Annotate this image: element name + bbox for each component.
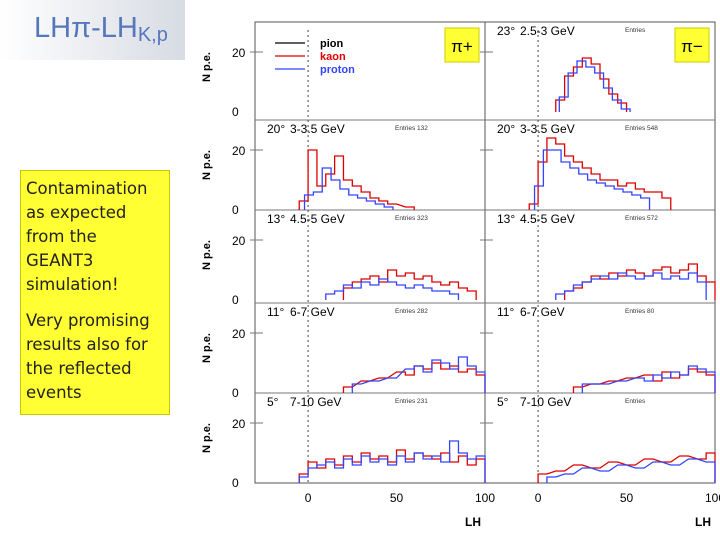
note-line: results also for — [26, 335, 148, 354]
y-tick-label: 20 — [232, 46, 246, 60]
x-axis-label: LH — [695, 515, 711, 529]
x-tick-label: 50 — [390, 491, 404, 505]
panel-energy-range: 6-7 GeV — [290, 305, 335, 319]
title-subscript: K,p — [137, 24, 168, 46]
note-line: as expected — [26, 203, 127, 222]
panel-stats: Entries 548 — [625, 125, 658, 132]
y-tick-label: 20 — [232, 417, 246, 431]
note-line: Very promising — [26, 311, 150, 330]
proton-histogram — [325, 278, 460, 300]
column-label: π− — [681, 37, 703, 56]
panel-stats: Entries — [625, 27, 646, 34]
kaon-histogram — [342, 362, 486, 393]
x-tick-label: 50 — [620, 491, 634, 505]
proton-histogram — [303, 167, 394, 210]
panel-angle: 20° — [267, 122, 285, 136]
note-paragraph-2: Very promising results also for the refl… — [26, 309, 169, 405]
x-tick-label: 100 — [705, 491, 720, 505]
panel-angle: 13° — [497, 212, 515, 226]
panel-energy-range: 7-10 GeV — [290, 395, 341, 409]
title-main: LHπ-LH — [34, 12, 138, 44]
panel-angle: 13° — [267, 212, 285, 226]
y-tick-label: 20 — [232, 327, 246, 341]
column-label-box — [674, 27, 710, 63]
kaon-histogram — [298, 149, 415, 210]
panel-energy-range: 4.5-5 GeV — [290, 212, 345, 226]
proton-histogram — [351, 356, 486, 393]
panel-stats: Entries 231 — [395, 398, 428, 405]
panel-stats: Entries 282 — [395, 308, 428, 315]
panel-stats: Entries 323 — [395, 215, 428, 222]
panel-energy-range: 6-7 GeV — [520, 305, 565, 319]
y-axis-label: N p.e. — [201, 240, 213, 270]
panel-stats: Entries 132 — [395, 125, 428, 132]
note-box: Contamination as expected from the GEANT… — [20, 170, 170, 415]
y-tick-label: 20 — [232, 144, 246, 158]
column-frame — [254, 21, 486, 484]
panel-energy-range: 3-3.5 GeV — [520, 122, 575, 136]
y-axis-label: N p.e. — [201, 150, 213, 180]
note-paragraph-1: Contamination as expected from the GEANT… — [26, 177, 169, 297]
legend-label-pion: pion — [320, 38, 343, 50]
y-tick-label: 0 — [232, 476, 239, 490]
y-tick-label: 0 — [232, 386, 239, 400]
kaon-histogram — [537, 452, 716, 483]
legend-label-proton: proton — [320, 64, 355, 76]
panel-energy-range: 4.5-5 GeV — [520, 212, 575, 226]
note-line: the reflected — [26, 359, 132, 378]
proton-histogram — [533, 149, 651, 210]
y-tick-label: 0 — [232, 105, 239, 119]
note-line: GEANT3 — [26, 251, 94, 270]
note-line: simulation! — [26, 275, 119, 294]
panel-energy-range: 2.5-3 GeV — [520, 24, 575, 38]
x-tick-label: 0 — [305, 491, 312, 505]
x-tick-label: 0 — [535, 491, 542, 505]
column-frame — [484, 21, 716, 484]
legend-label-kaon: kaon — [320, 51, 346, 63]
proton-histogram — [298, 440, 486, 483]
panel-angle: 5° — [497, 395, 509, 409]
kaon-histogram — [298, 449, 486, 483]
y-tick-label: 0 — [232, 203, 239, 217]
panel-energy-range: 3-3.5 GeV — [290, 122, 345, 136]
note-line: Contamination — [26, 179, 148, 198]
panel-energy-range: 7-10 GeV — [520, 395, 571, 409]
panel-angle: 23° — [497, 24, 515, 38]
note-line: from the — [26, 227, 97, 246]
y-tick-label: 0 — [232, 293, 239, 307]
proton-histogram — [546, 458, 716, 483]
proton-histogram — [581, 365, 716, 393]
y-axis-label: N p.e. — [201, 333, 213, 363]
kaon-histogram — [528, 137, 672, 210]
note-line: events — [26, 383, 82, 402]
panel-stats: Entries 572 — [625, 215, 658, 222]
panel-angle: 20° — [497, 122, 515, 136]
x-tick-label: 100 — [475, 491, 495, 505]
y-axis-label: N p.e. — [201, 423, 213, 453]
y-tick-label: 20 — [232, 234, 246, 248]
panel-angle: 11° — [497, 305, 514, 319]
slide-title: LHπ-LHK,p — [34, 12, 168, 47]
proton-histogram — [558, 60, 631, 112]
panel-angle: 11° — [267, 305, 284, 319]
kaon-histogram — [342, 269, 477, 300]
column-label-box — [444, 27, 480, 63]
kaon-histogram — [555, 57, 628, 112]
title-box — [0, 0, 185, 60]
panel-stats: Entries 80 — [625, 308, 655, 315]
column-label: π+ — [451, 37, 473, 56]
panel-angle: 5° — [267, 395, 279, 409]
y-axis-label: N p.e. — [201, 52, 213, 82]
panel-stats: Entries — [625, 398, 646, 405]
proton-histogram — [555, 272, 707, 300]
x-axis-label: LH — [465, 515, 481, 529]
